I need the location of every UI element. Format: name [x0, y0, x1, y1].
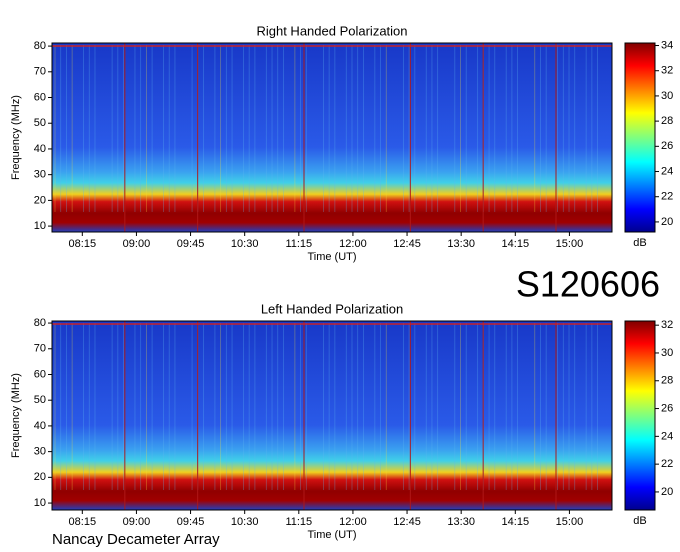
x-tick-label: 14:15	[502, 238, 530, 250]
x-tick-label: 15:00	[556, 238, 584, 250]
x-axis-label: Time (UT)	[307, 529, 356, 541]
observation-id: S120606	[516, 264, 660, 305]
y-tick-label: 40	[34, 143, 46, 155]
x-tick-label: 15:00	[556, 516, 584, 528]
colorbar	[624, 320, 656, 511]
y-tick-label: 10	[34, 497, 46, 509]
y-tick-label: 50	[34, 394, 46, 406]
y-tick-label: 30	[34, 169, 46, 181]
chart-title: Right Handed Polarization	[256, 23, 407, 38]
y-tick-label: 80	[34, 40, 46, 52]
spectrogram-image	[52, 43, 612, 232]
x-tick-label: 12:00	[339, 516, 367, 528]
x-tick-label: 10:30	[231, 516, 259, 528]
colorbar-tick-label: 34	[661, 39, 673, 51]
x-tick-label: 09:45	[177, 238, 205, 250]
colorbar-tick-label: 30	[661, 90, 673, 102]
y-tick-label: 60	[34, 91, 46, 103]
x-tick-label: 12:00	[339, 238, 367, 250]
y-tick-label: 10	[34, 220, 46, 232]
x-tick-label: 13:30	[447, 516, 475, 528]
x-tick-label: 12:45	[393, 516, 421, 528]
x-tick-label: 12:45	[393, 238, 421, 250]
colorbar-tick-label: 26	[661, 402, 673, 414]
colorbar-label: dB	[633, 237, 646, 249]
x-tick-label: 10:30	[231, 238, 259, 250]
spectrogram-band	[52, 45, 612, 47]
plot-frame	[51, 320, 613, 511]
y-tick-label: 70	[34, 343, 46, 355]
colorbar-tick-label: 28	[661, 115, 673, 127]
y-tick-label: 50	[34, 117, 46, 129]
colorbar-label: dB	[633, 515, 646, 527]
x-tick-label: 08:15	[69, 238, 97, 250]
y-tick-label: 80	[34, 317, 46, 329]
y-tick-label: 30	[34, 446, 46, 458]
colorbar-tick-label: 32	[661, 319, 673, 331]
colorbar	[624, 42, 656, 233]
y-tick-label: 40	[34, 420, 46, 432]
colorbar-tick-label: 22	[661, 191, 673, 203]
colorbar-tick-label: 22	[661, 458, 673, 470]
spectrogram-band	[52, 323, 612, 325]
chart-title: Left Handed Polarization	[261, 301, 403, 316]
y-tick-label: 60	[34, 368, 46, 380]
colorbar-tick-label: 32	[661, 65, 673, 77]
plot-frame	[51, 42, 613, 233]
instrument: Nancay Decameter Array	[52, 531, 220, 548]
y-axis-label: Frequency (MHz)	[10, 95, 22, 180]
y-tick-label: 70	[34, 66, 46, 78]
colorbar-tick-label: 28	[661, 375, 673, 387]
spectrogram-image	[52, 321, 612, 510]
x-tick-label: 14:15	[502, 516, 530, 528]
x-tick-label: 11:15	[285, 238, 312, 250]
y-tick-label: 20	[34, 471, 46, 483]
x-tick-label: 09:00	[123, 238, 151, 250]
colorbar-tick-label: 24	[661, 165, 673, 177]
x-tick-label: 11:15	[285, 516, 312, 528]
colorbar-tick-label: 20	[661, 486, 673, 498]
x-tick-label: 08:15	[69, 516, 97, 528]
x-tick-label: 13:30	[447, 238, 475, 250]
x-tick-label: 09:00	[123, 516, 151, 528]
x-axis-label: Time (UT)	[307, 251, 356, 263]
colorbar-tick-label: 26	[661, 140, 673, 152]
x-tick-label: 09:45	[177, 516, 205, 528]
colorbar-tick-label: 24	[661, 430, 673, 442]
y-tick-label: 20	[34, 194, 46, 206]
colorbar-tick-label: 30	[661, 347, 673, 359]
y-axis-label: Frequency (MHz)	[10, 373, 22, 458]
colorbar-tick-label: 20	[661, 216, 673, 228]
